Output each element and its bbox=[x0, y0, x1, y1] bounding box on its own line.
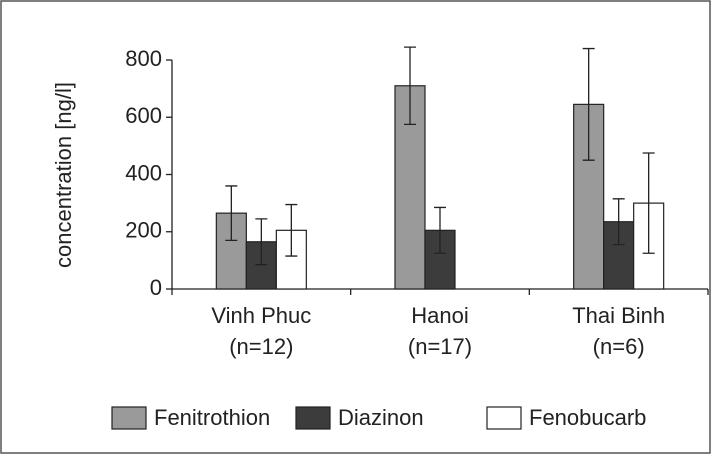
x-tick-label: (n=6) bbox=[593, 334, 645, 359]
error-bar bbox=[404, 46, 416, 126]
legend-label: Fenobucarb bbox=[529, 405, 646, 430]
x-tick-label: (n=17) bbox=[408, 334, 472, 359]
x-tick-label: Hanoi bbox=[411, 303, 468, 328]
legend-label: Diazinon bbox=[338, 405, 424, 430]
x-tick-label: (n=12) bbox=[229, 334, 293, 359]
error-bar bbox=[225, 185, 238, 241]
legend-swatch bbox=[486, 406, 522, 430]
legend-swatch bbox=[111, 406, 147, 430]
y-tick-label: 200 bbox=[125, 218, 162, 243]
bar bbox=[394, 85, 426, 290]
error-bar bbox=[285, 203, 298, 257]
legend-label: Fenitrothion bbox=[154, 405, 270, 430]
y-axis-label: concentration [ng/l] bbox=[51, 82, 76, 268]
error-bar bbox=[582, 47, 595, 161]
y-tick-label: 400 bbox=[125, 160, 162, 185]
x-tick-label: Vinh Phuc bbox=[211, 303, 311, 328]
error-bar bbox=[642, 152, 655, 254]
y-tick-label: 600 bbox=[125, 103, 162, 128]
x-tick-label: Thai Binh bbox=[572, 303, 665, 328]
error-bar bbox=[255, 218, 268, 266]
error-bar bbox=[612, 198, 625, 246]
legend-swatch bbox=[295, 406, 331, 430]
y-tick-label: 800 bbox=[125, 46, 162, 71]
y-tick-label: 0 bbox=[150, 275, 162, 300]
error-bar bbox=[434, 206, 446, 254]
bar bbox=[573, 103, 605, 290]
